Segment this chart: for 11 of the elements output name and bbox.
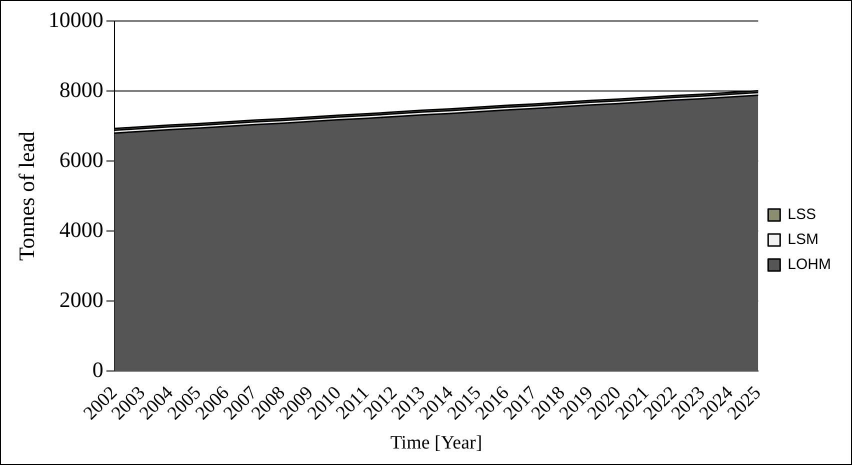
- y-tick-label: 10000: [48, 6, 104, 32]
- y-tick-label: 0: [92, 356, 104, 382]
- legend-label: LOHM: [788, 256, 832, 274]
- legend-label: LSM: [788, 231, 819, 248]
- y-tick-label: 8000: [59, 76, 104, 102]
- legend-label: LSS: [788, 206, 816, 224]
- x-axis-title: Time [Year]: [390, 432, 482, 454]
- y-tick-label: 6000: [59, 146, 104, 172]
- y-axis-title: Tonnes of lead: [14, 132, 39, 261]
- y-tick-label: 4000: [59, 216, 104, 242]
- y-tick-label: 2000: [59, 286, 104, 312]
